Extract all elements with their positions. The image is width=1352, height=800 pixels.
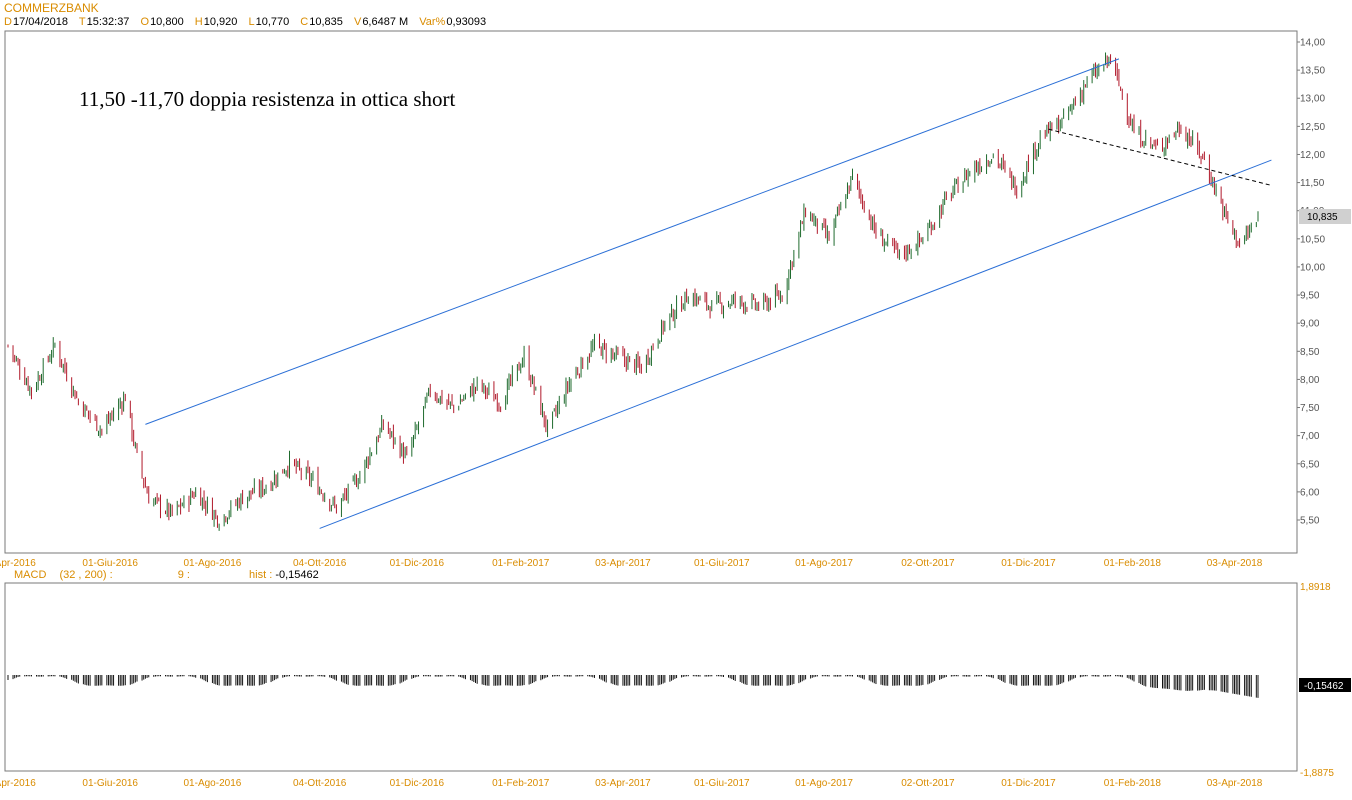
open-value: 10,800 [150,16,184,28]
open-label: O [140,16,150,28]
macd-x-tick-label: 03-Apr-2018 [1207,778,1263,789]
macd-x-tick-label: 01-Ago-2017 [795,778,853,789]
candles [7,52,1259,531]
y-tick-label: 7,00 [1300,431,1320,442]
trend-lines [145,58,1272,529]
time-value: 15:32:37 [86,16,130,28]
low-label: L [248,16,255,28]
var-value: 0,93093 [446,16,487,28]
close-value: 10,835 [309,16,343,28]
macd-label: MACD [14,569,47,581]
y-tick-label: 13,50 [1300,66,1325,77]
last-price-badge: 10,835 [1307,212,1338,223]
volume-value: 6,6487 M [362,16,409,28]
x-tick-label: 02-Ott-2017 [901,558,955,569]
macd-panel [4,582,1298,772]
macd-x-tick-label: 02-Ott-2017 [901,778,955,789]
ohlc-readout: D17/04/2018 T15:32:37 O10,800 H10,920 L1… [4,16,487,28]
y-tick-label: 11,50 [1300,178,1325,189]
macd-x-tick-label: 01-Feb-2017 [492,778,550,789]
y-tick-label: 5,50 [1300,516,1320,527]
macd-axis-bottom: -1,8875 [1300,768,1334,779]
y-tick-label: 6,00 [1300,487,1320,498]
y-tick-label: 8,50 [1300,347,1320,358]
macd-signal: 9 : [177,569,190,581]
x-tick-label: 01-Dic-2017 [1001,558,1056,569]
annotation-text: 11,50 -11,70 doppia resistenza in ottica… [79,87,456,111]
y-tick-label: 10,00 [1300,262,1325,273]
x-tick-label: 03-Apr-2018 [1207,558,1263,569]
y-tick-label: 9,50 [1300,291,1320,302]
price-x-axis: 01-Apr-2016 01-Giu-2016 01-Ago-2016 04-Ott-… [0,558,1263,569]
x-tick-label: 01-Giu-2016 [82,558,138,569]
macd-x-tick-label: 04-Ott-2016 [293,778,347,789]
x-tick-label: 04-Ott-2016 [293,558,347,569]
channel-lower-line [319,159,1272,529]
y-tick-label: 13,00 [1300,94,1325,105]
x-tick-label: 01-Dic-2016 [390,558,445,569]
macd-histogram [7,675,1259,698]
high-value: 10,920 [203,16,238,28]
macd-params: (32 , 200) : [59,569,113,581]
y-tick-label: 12,00 [1300,150,1325,161]
dashed-support-line [1048,128,1272,186]
x-tick-label: 01-Giu-2017 [694,558,750,569]
y-tick-label: 8,00 [1300,375,1320,386]
symbol-title: COMMERZBANK [4,1,99,15]
y-tick-label: 14,00 [1300,38,1325,49]
x-tick-label: 03-Apr-2017 [595,558,651,569]
macd-header: MACD (32 , 200) : 9 : hist : -0,15462 [14,569,319,581]
volume-label: V [353,16,362,28]
x-tick-label: 01-Feb-2017 [492,558,550,569]
macd-x-tick-label: 03-Apr-2017 [595,778,651,789]
macd-axis-top: 1,8918 [1300,582,1331,593]
macd-x-tick-label: 01-Ago-2016 [184,778,242,789]
y-tick-label: 12,50 [1300,122,1325,133]
macd-x-tick-label: 01-Giu-2016 [82,778,138,789]
x-tick-label: 01-Apr-2016 [0,558,36,569]
macd-badge-bg [1299,678,1351,692]
x-tick-label: 01-Feb-2018 [1104,558,1162,569]
y-tick-label: 6,50 [1300,459,1320,470]
x-tick-label: 01-Ago-2016 [184,558,242,569]
y-tick-label: 9,00 [1300,319,1320,330]
macd-hist-label: hist : [249,569,273,581]
macd-x-tick-label: 01-Dic-2017 [1001,778,1056,789]
y-tick-label: 10,50 [1300,234,1325,245]
macd-x-tick-label: 01-Feb-2018 [1104,778,1162,789]
low-value: 10,770 [255,16,290,28]
macd-badge: -0,15462 [1304,681,1344,692]
last-price-badge-bg [1299,209,1351,224]
date-label: D [4,16,12,28]
price-panel [4,30,1298,554]
high-label: H [194,16,203,28]
close-label: C [300,16,309,28]
macd-x-axis: 01-Apr-2016 01-Giu-2016 01-Ago-2016 04-Ott-… [0,778,1263,789]
x-tick-label: 01-Ago-2017 [795,558,853,569]
var-label: Var% [419,16,446,28]
macd-hist-value: -0,15462 [275,569,319,581]
macd-x-tick-label: 01-Giu-2017 [694,778,750,789]
macd-x-tick-label: 01-Dic-2016 [390,778,445,789]
y-tick-label: 7,50 [1300,403,1320,414]
macd-x-tick-label: 01-Apr-2016 [0,778,36,789]
price-y-axis: 5,50 6,00 6,50 7,00 7,50 8,00 8,50 9,00 9,50 10,0… [1297,38,1325,527]
time-label: T [78,16,86,28]
channel-upper-line [145,58,1120,425]
date-value: 17/04/2018 [12,16,69,28]
